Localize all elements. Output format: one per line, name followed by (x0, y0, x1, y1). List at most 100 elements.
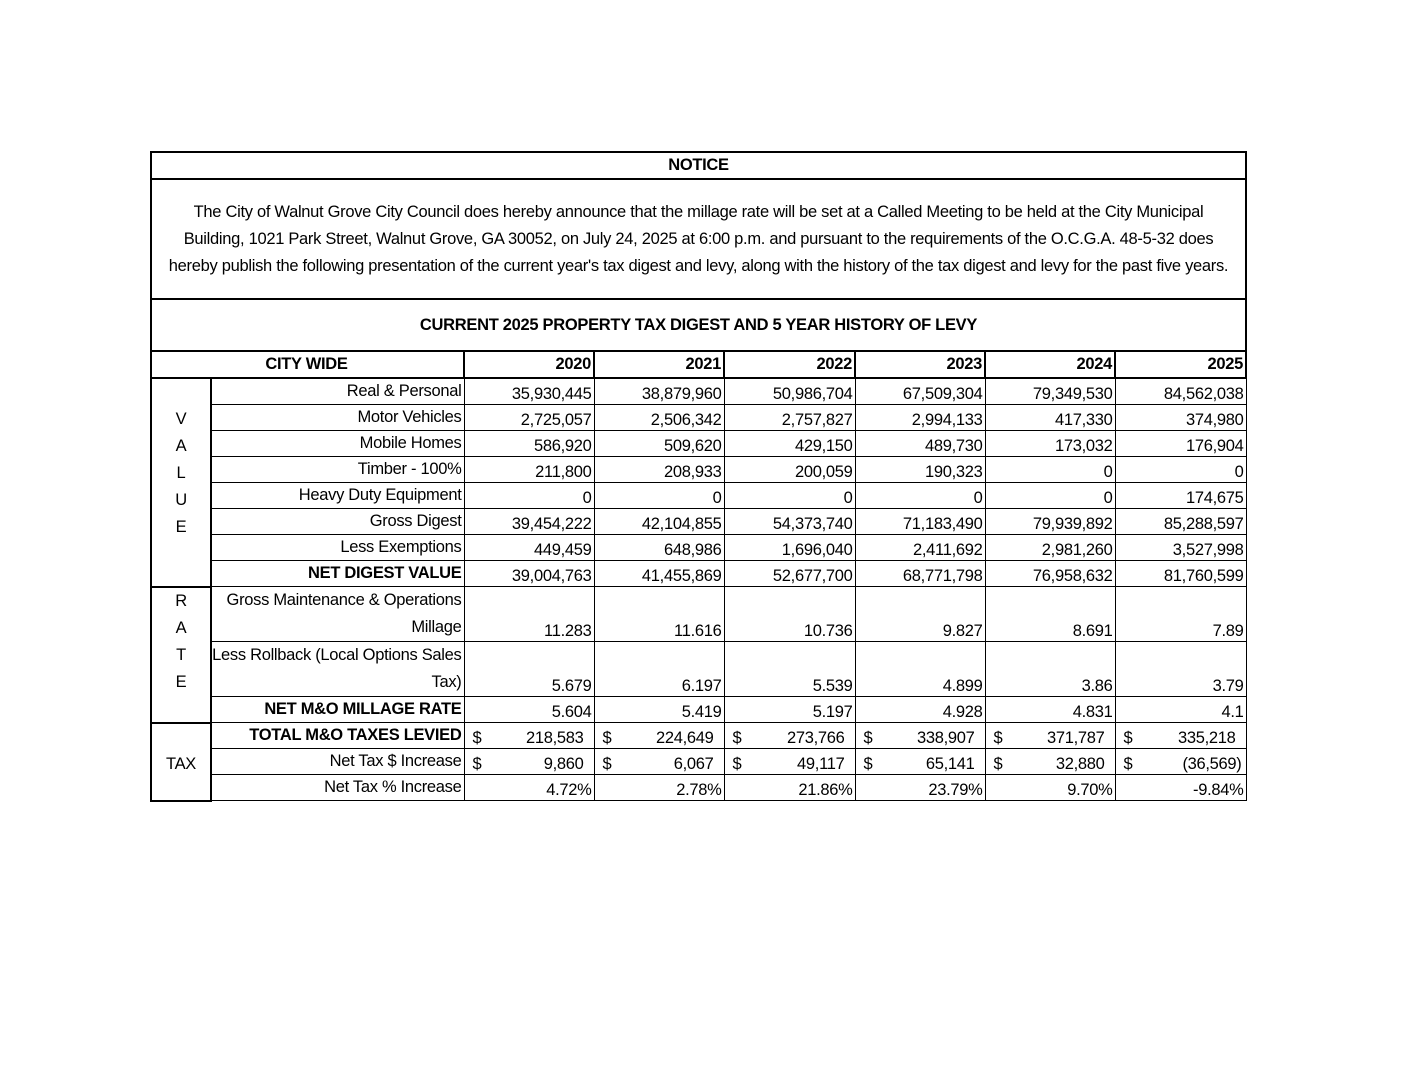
value-amount: 65,141 (925, 755, 975, 773)
value-cell: 21.86% (723, 774, 856, 801)
table-row: Less Rollback (Local Options Sales Tax) 5… (151, 641, 1247, 697)
value-cell: 509,620 (593, 430, 725, 457)
row-label: Net Tax $ Increase (210, 748, 465, 775)
value-cell: $9,860 (463, 748, 595, 775)
row-label: Mobile Homes (210, 430, 465, 457)
value-cell: 35,930,445 (463, 377, 595, 405)
value-cell: $218,583 (463, 722, 595, 749)
currency-symbol: $ (472, 729, 482, 747)
value-cell: 39,454,222 (463, 508, 595, 535)
notice-body: The City of Walnut Grove City Council do… (150, 178, 1247, 300)
value-cell: 9.827 (854, 586, 986, 642)
value-cell: $65,141 (854, 748, 986, 775)
value-cell: 84,562,038 (1114, 377, 1247, 405)
table-row: Net Tax % Increase 4.72% 2.78% 21.86% 23.79%… (151, 774, 1247, 801)
side-label-letter: E (175, 518, 187, 536)
value-cell: 417,330 (984, 404, 1116, 431)
value-cell: 11.616 (593, 586, 725, 642)
side-label-letter: T (176, 645, 186, 664)
row-label: Real & Personal (210, 377, 465, 405)
value-cell: -9.84% (1114, 774, 1247, 801)
value-cell: 2,981,260 (984, 534, 1116, 561)
currency-symbol: $ (863, 729, 873, 747)
value-cell: $371,787 (984, 722, 1116, 749)
table-row: NET M&O MILLAGE RATE 5.604 5.419 5.197 4.928… (151, 696, 1247, 723)
value-cell: 71,183,490 (854, 508, 986, 535)
header-year: 2020 (463, 350, 595, 379)
value-cell: 79,939,892 (984, 508, 1116, 535)
value-amount: 32,880 (1055, 755, 1105, 773)
side-label-letter: L (176, 464, 186, 482)
table-row: TAX TOTAL M&O TAXES LEVIED $218,583 $224,64… (150, 721, 1247, 802)
value-cell: 5.539 (723, 641, 856, 697)
value-cell: 489,730 (854, 430, 986, 457)
table-row: Less Exemptions 449,459 648,986 1,696,040 2,… (151, 534, 1247, 561)
table-subtitle: CURRENT 2025 PROPERTY TAX DIGEST AND 5 Y… (150, 298, 1247, 352)
value-cell: 0 (984, 482, 1116, 509)
value-cell: 5.419 (593, 696, 725, 723)
table-row: Motor Vehicles 2,725,057 2,506,342 2,757,82… (151, 404, 1247, 431)
value-cell: 41,455,869 (593, 560, 725, 587)
value-cell: 68,771,798 (854, 560, 986, 587)
row-label: Less Rollback (Local Options Sales Tax) (210, 641, 465, 697)
value-cell: 173,032 (984, 430, 1116, 457)
value-cell: 85,288,597 (1114, 508, 1247, 535)
value-cell: $32,880 (984, 748, 1116, 775)
value-cell: 0 (984, 456, 1116, 483)
header-year: 2025 (1114, 350, 1247, 379)
side-label-letter: R (175, 591, 187, 610)
value-cell: 52,677,700 (723, 560, 856, 587)
currency-symbol: $ (993, 729, 1003, 747)
value-amount: 218,583 (525, 729, 584, 747)
value-cell: 8.691 (984, 586, 1116, 642)
value-cell: $49,117 (723, 748, 856, 775)
value-cell: 23.79% (854, 774, 986, 801)
value-cell: 174,675 (1114, 482, 1247, 509)
value-cell: $335,218 (1114, 722, 1247, 749)
value-cell: 648,986 (593, 534, 725, 561)
value-cell: 2,757,827 (723, 404, 856, 431)
value-amount: 273,766 (786, 729, 845, 747)
value-cell: 1,696,040 (723, 534, 856, 561)
value-cell: 2,994,133 (854, 404, 986, 431)
row-label: Net Tax % Increase (210, 774, 465, 801)
header-year: 2023 (854, 350, 986, 379)
value-cell: 5.197 (723, 696, 856, 723)
value-cell: 0 (1114, 456, 1247, 483)
value-cell: 76,958,632 (984, 560, 1116, 587)
value-cell: $338,907 (854, 722, 986, 749)
value-cell: 4.1 (1114, 696, 1247, 723)
header-year: 2024 (984, 350, 1116, 379)
tax-digest-table: NOTICE The City of Walnut Grove City Cou… (150, 151, 1247, 802)
value-amount: 371,787 (1046, 729, 1105, 747)
row-label: Gross Digest (210, 508, 465, 535)
row-label: Gross Maintenance & Operations Millage (210, 586, 465, 642)
currency-symbol: $ (472, 755, 482, 773)
currency-symbol: $ (1123, 755, 1133, 773)
value-cell: 200,059 (723, 456, 856, 483)
value-cell: 81,760,599 (1114, 560, 1247, 587)
side-label-letter: TAX (166, 754, 196, 773)
row-label: Timber - 100% (210, 456, 465, 483)
value-cell: 50,986,704 (723, 377, 856, 405)
table-row: NET DIGEST VALUE 39,004,763 41,455,869 52,6… (151, 560, 1247, 587)
value-cell: 211,800 (463, 456, 595, 483)
value-cell: 2,725,057 (463, 404, 595, 431)
value-cell: $224,649 (593, 722, 725, 749)
notice-title: NOTICE (150, 151, 1247, 180)
table-row: Gross Digest 39,454,222 42,104,855 54,373,7… (151, 508, 1247, 535)
value-cell: $ (36,569) (1114, 748, 1247, 775)
table-row: Net Tax $ Increase $9,860 $6,067 $49,117 $65… (151, 748, 1247, 775)
row-label: Motor Vehicles (210, 404, 465, 431)
currency-symbol: $ (863, 755, 873, 773)
value-cell: 3.86 (984, 641, 1116, 697)
value-cell: 586,920 (463, 430, 595, 457)
value-cell: 11.283 (463, 586, 595, 642)
value-cell: 2,506,342 (593, 404, 725, 431)
row-label: TOTAL M&O TAXES LEVIED (210, 722, 465, 749)
value-cell: 374,980 (1114, 404, 1247, 431)
value-amount: 9,860 (543, 755, 584, 773)
value-cell: 190,323 (854, 456, 986, 483)
value-cell: 9.70% (984, 774, 1116, 801)
